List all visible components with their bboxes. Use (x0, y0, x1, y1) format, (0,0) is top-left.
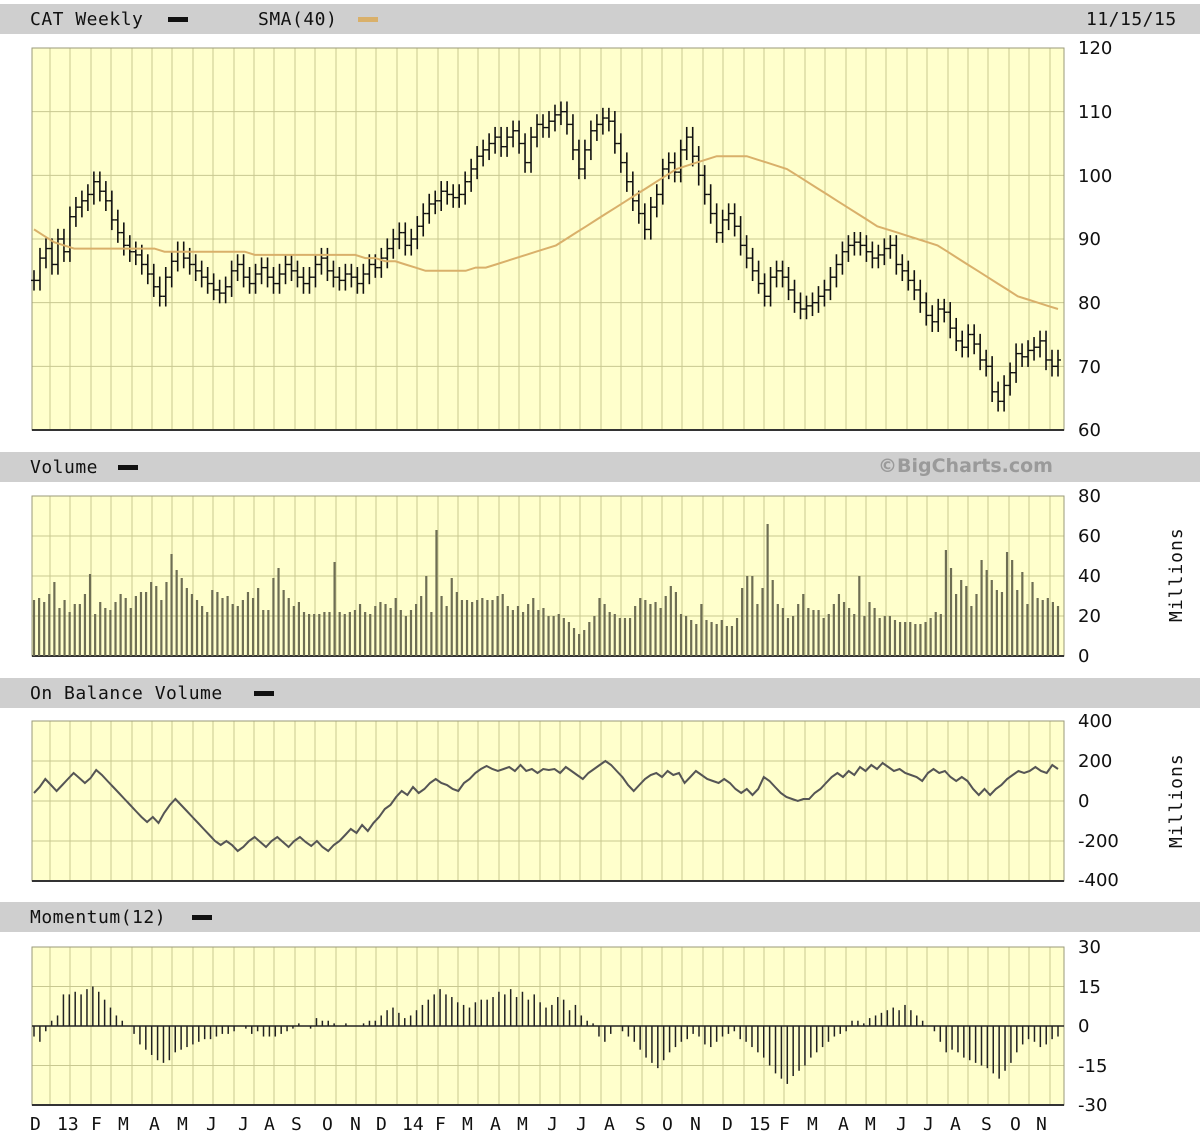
obv-panel-header: On Balance Volume (0, 678, 1200, 708)
momentum-tick-label: -30 (1078, 1095, 1108, 1116)
volume-tick-label: 0 (1078, 646, 1090, 667)
x-tick-label: J (547, 1114, 558, 1135)
price-tick-label: 90 (1078, 229, 1101, 250)
volume-title: Volume (30, 457, 99, 478)
x-tick-label: M (462, 1114, 473, 1135)
x-tick-label: A (950, 1114, 961, 1135)
x-tick-label: F (435, 1114, 446, 1135)
obv-tick-label: -400 (1078, 870, 1119, 891)
price-tick-label: 60 (1078, 420, 1101, 441)
x-tick-label: J (238, 1114, 249, 1135)
momentum-title: Momentum(12) (30, 907, 167, 928)
x-tick-label: J (206, 1114, 217, 1135)
x-tick-label: J (896, 1114, 907, 1135)
x-tick-label: M (807, 1114, 818, 1135)
price-panel-header: CAT Weekly SMA(40) 11/15/15 (0, 4, 1200, 34)
obv-tick-label: 0 (1078, 791, 1090, 812)
momentum-panel-header: Momentum(12) (0, 902, 1200, 932)
price-tick-label: 100 (1078, 166, 1113, 187)
x-tick-label: J (576, 1114, 587, 1135)
volume-tick-label: 60 (1078, 526, 1101, 547)
volume-tick-label: 80 (1078, 486, 1101, 507)
obv-tick-label: 400 (1078, 711, 1113, 732)
sma-line (33, 155, 1059, 310)
momentum-tick-label: 0 (1078, 1016, 1090, 1037)
x-tick-label: 15 (749, 1114, 771, 1135)
x-tick-label: M (865, 1114, 876, 1135)
x-tick-label: S (635, 1114, 646, 1135)
sma-legend-swatch (358, 17, 378, 22)
obv-tick-label: -200 (1078, 831, 1119, 852)
price-tick-label: 70 (1078, 357, 1101, 378)
x-tick-label: A (149, 1114, 160, 1135)
volume-legend-swatch (118, 465, 138, 470)
x-tick-label: S (291, 1114, 302, 1135)
obv-line (33, 759, 1059, 853)
volume-unit-label: Millions (1166, 527, 1187, 622)
x-tick-label: M (118, 1114, 129, 1135)
x-tick-label: O (662, 1114, 673, 1135)
x-tick-label: A (490, 1114, 501, 1135)
x-tick-label: F (779, 1114, 790, 1135)
momentum-tick-label: 15 (1078, 977, 1101, 998)
momentum-legend-swatch (192, 915, 212, 920)
chart-date: 11/15/15 (1086, 9, 1177, 30)
price-legend-swatch (168, 17, 188, 22)
obv-tick-label: 200 (1078, 751, 1113, 772)
x-tick-label: D (30, 1114, 41, 1135)
x-tick-label: D (376, 1114, 387, 1135)
price-tick-label: 80 (1078, 293, 1101, 314)
x-tick-label: A (264, 1114, 275, 1135)
bigcharts-credit: ©BigCharts.com (878, 455, 1053, 477)
x-tick-label: O (322, 1114, 333, 1135)
obv-unit-label: Millions (1166, 753, 1187, 848)
momentum-tick-label: 30 (1078, 937, 1101, 958)
volume-tick-label: 40 (1078, 566, 1101, 587)
x-tick-label: F (91, 1114, 102, 1135)
sma-label: SMA(40) (258, 9, 338, 30)
x-tick-label: M (177, 1114, 188, 1135)
x-tick-label: M (517, 1114, 528, 1135)
obv-legend-swatch (254, 691, 274, 696)
volume-tick-label: 20 (1078, 606, 1101, 627)
volume-panel-header: Volume ©BigCharts.com (0, 452, 1200, 482)
x-tick-label: 14 (402, 1114, 424, 1135)
symbol-label: CAT Weekly (30, 9, 144, 30)
x-tick-label: 13 (57, 1114, 79, 1135)
price-tick-label: 120 (1078, 38, 1113, 59)
x-tick-label: O (1010, 1114, 1021, 1135)
x-tick-label: J (923, 1114, 934, 1135)
momentum-tick-label: -15 (1078, 1056, 1108, 1077)
price-tick-label: 110 (1078, 102, 1113, 123)
x-tick-label: D (722, 1114, 733, 1135)
obv-title: On Balance Volume (30, 683, 223, 704)
x-tick-label: S (981, 1114, 992, 1135)
x-tick-label: A (604, 1114, 615, 1135)
x-tick-label: N (350, 1114, 361, 1135)
x-tick-label: N (690, 1114, 701, 1135)
x-tick-label: A (838, 1114, 849, 1135)
x-tick-label: N (1036, 1114, 1047, 1135)
